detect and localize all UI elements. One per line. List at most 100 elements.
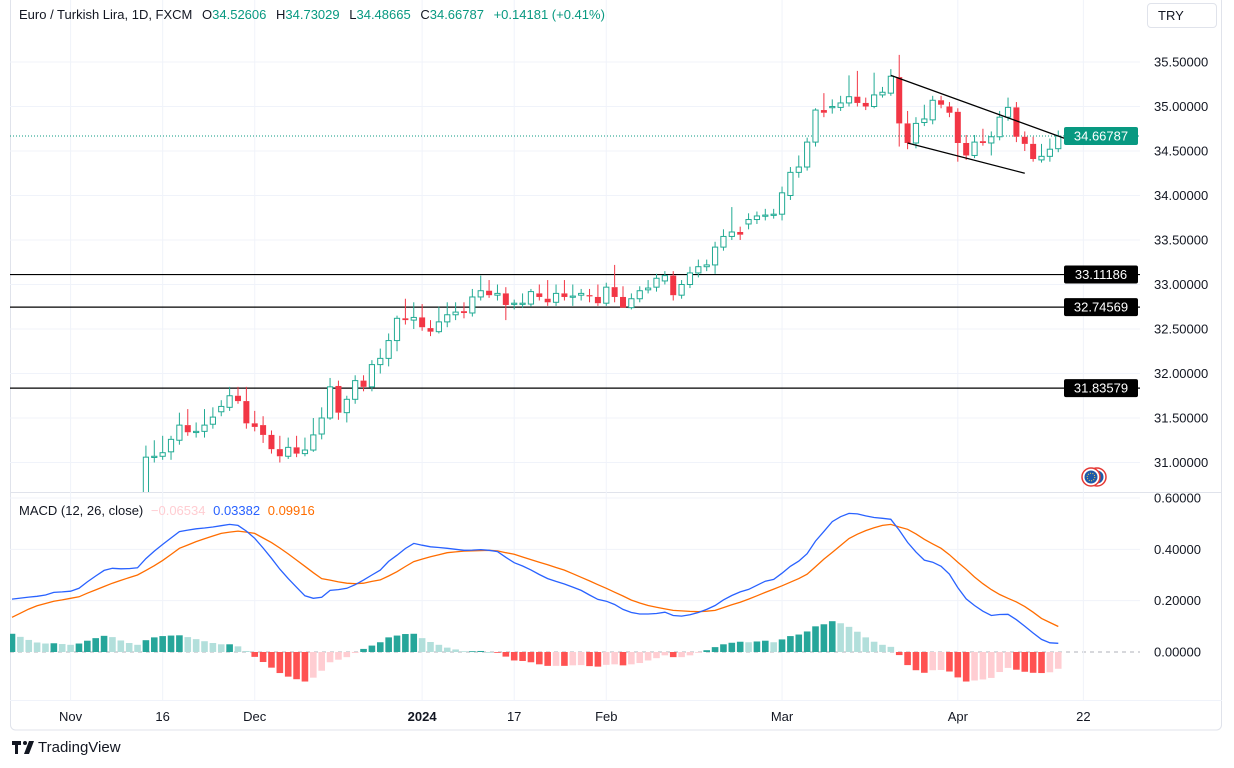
candle xyxy=(661,271,668,285)
time-tick-label: Mar xyxy=(771,709,794,724)
candle xyxy=(159,435,166,460)
price-axis[interactable]: 35.50000 35.00000 34.50000 34.00000 33.50000… xyxy=(1154,55,1208,471)
price-pane[interactable] xyxy=(0,54,1140,512)
candle xyxy=(996,110,1003,141)
candle xyxy=(954,108,961,162)
candle xyxy=(326,377,334,420)
candle-body xyxy=(519,302,526,305)
macd-histogram-bar xyxy=(987,652,995,678)
candle xyxy=(820,93,827,118)
macd-histogram-bar xyxy=(820,624,828,652)
time-tick-label: 22 xyxy=(1076,709,1090,724)
macd-title[interactable]: MACD (12, 26, close) xyxy=(19,503,144,518)
price-tick-label: 33.50000 xyxy=(1154,233,1208,248)
candle xyxy=(486,280,493,298)
currency-button[interactable]: TRY xyxy=(1147,3,1217,28)
last-price-label-bg xyxy=(1064,127,1138,146)
candle-body xyxy=(728,231,735,237)
macd-histogram-bar xyxy=(117,640,125,652)
candle-body xyxy=(594,296,601,304)
candle xyxy=(620,286,627,308)
candle xyxy=(142,445,150,492)
macd-histogram-bar xyxy=(502,652,510,657)
candle xyxy=(435,306,442,334)
symbol-title[interactable]: Euro / Turkish Lira, 1D, FXCM xyxy=(19,7,193,22)
macd-axis[interactable]: 0.60000 0.40000 0.20000 0.00000 xyxy=(1154,490,1201,659)
candle xyxy=(1055,130,1062,153)
candle xyxy=(201,409,208,438)
footer-brand[interactable]: TradingView xyxy=(12,739,121,756)
macd-histogram-bar xyxy=(962,652,970,682)
candle xyxy=(946,102,953,118)
macd-histogram-bar xyxy=(544,652,551,666)
macd-legend[interactable]: MACD (12, 26, close) −0.06534 0.03382 0.… xyxy=(19,503,315,518)
time-tick-label: 16 xyxy=(155,709,169,724)
candle xyxy=(812,108,819,147)
macd-histogram-bar xyxy=(452,649,459,652)
horizontal-line-price-label: 32.74569 xyxy=(1074,300,1128,315)
candle xyxy=(720,229,727,251)
trend-line[interactable] xyxy=(890,74,1076,143)
macd-histogram-bar xyxy=(561,652,568,666)
macd-histogram-bar xyxy=(736,641,744,652)
macd-histogram-bar xyxy=(84,640,91,652)
candle-body xyxy=(1021,136,1028,144)
grid xyxy=(10,0,1140,700)
macd-histogram-bar xyxy=(125,643,133,652)
tradingview-logo-icon xyxy=(12,741,34,754)
close-value: 34.66787 xyxy=(429,7,484,22)
last-price-label: 34.66787 xyxy=(1074,129,1128,144)
macd-histogram-bar xyxy=(427,641,434,652)
macd-histogram-bar xyxy=(1046,652,1054,673)
candle-body xyxy=(845,96,853,104)
macd-histogram-bar xyxy=(150,637,158,652)
eur-try-flag-icon[interactable] xyxy=(1081,467,1107,487)
macd-histogram-bar xyxy=(443,647,451,652)
macd-histogram-bar xyxy=(895,652,903,656)
candle-body xyxy=(879,91,886,96)
macd-histogram-bar xyxy=(485,652,493,653)
candle-body xyxy=(184,425,191,433)
candle-body xyxy=(753,215,761,221)
candle-body xyxy=(502,293,509,305)
macd-tick-label: 0.40000 xyxy=(1154,542,1201,557)
macd-histogram-bar xyxy=(536,652,543,665)
time-axis[interactable]: Nov 16 Dec 2024 17 Feb Mar Apr 22 xyxy=(59,709,1091,724)
candle-body xyxy=(226,395,233,408)
candle xyxy=(1046,138,1053,162)
macd-histogram-bar xyxy=(653,652,660,659)
close-label: C xyxy=(420,7,430,22)
macd-histogram-bar xyxy=(569,652,577,666)
macd-histogram-bar xyxy=(720,644,727,652)
macd-histogram-bar xyxy=(284,652,292,677)
chart-frame xyxy=(10,0,1222,731)
candle-body xyxy=(837,102,844,108)
candle xyxy=(561,280,568,301)
macd-histogram-bar xyxy=(828,621,836,652)
price-tick-label: 31.00000 xyxy=(1154,455,1208,470)
macd-histogram-bar xyxy=(870,641,878,652)
horizontal-line-price-label-bg xyxy=(1064,298,1138,317)
macd-histogram-bar xyxy=(33,642,41,652)
macd-histogram-bar xyxy=(201,641,208,652)
candle-body xyxy=(301,449,309,455)
candle xyxy=(1030,136,1037,162)
macd-histogram-bar xyxy=(268,652,275,668)
macd-pane[interactable] xyxy=(9,512,1062,682)
macd-histogram-bar xyxy=(435,644,443,652)
candle-body xyxy=(569,295,576,298)
macd-histogram-bar xyxy=(753,641,761,652)
symbol-legend[interactable]: Euro / Turkish Lira, 1D, FXCM O34.52606 … xyxy=(19,7,605,22)
high-value: 34.73029 xyxy=(285,7,340,22)
trend-line[interactable] xyxy=(907,142,1025,174)
candle-body xyxy=(151,455,158,458)
macd-histogram-bar xyxy=(385,637,392,652)
low-value: 34.48665 xyxy=(356,7,411,22)
candle-body xyxy=(335,385,342,413)
open-label: O xyxy=(202,7,213,22)
candle xyxy=(310,418,317,452)
candle-body xyxy=(795,166,802,173)
candle xyxy=(670,271,677,301)
macd-histogram-bar xyxy=(577,652,585,666)
